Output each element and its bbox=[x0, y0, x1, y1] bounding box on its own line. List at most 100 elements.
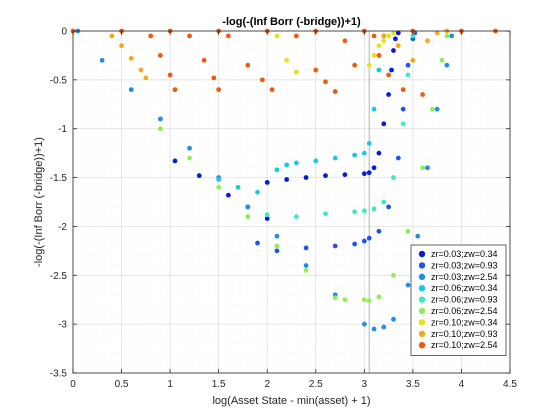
data-point bbox=[362, 297, 367, 302]
data-point bbox=[352, 63, 357, 68]
data-point bbox=[216, 87, 221, 92]
legend-label: zr=0.10;zw=0.93 bbox=[431, 329, 498, 339]
legend-label: zr=0.03;zw=2.54 bbox=[431, 272, 498, 282]
data-point bbox=[284, 177, 289, 182]
data-point bbox=[313, 159, 318, 164]
data-point bbox=[401, 121, 406, 126]
data-point bbox=[406, 229, 411, 234]
data-point bbox=[406, 63, 411, 68]
data-point bbox=[265, 180, 270, 185]
data-point bbox=[139, 68, 144, 73]
y-tick-label: -3.5 bbox=[50, 369, 68, 380]
data-point bbox=[381, 38, 386, 43]
data-point bbox=[367, 63, 372, 68]
data-point bbox=[245, 63, 250, 68]
data-point bbox=[168, 73, 173, 78]
data-point bbox=[391, 48, 396, 53]
legend-label: zr=0.06;zw=0.34 bbox=[431, 283, 498, 293]
data-point bbox=[420, 165, 425, 170]
legend-item: zr=0.03;zw=2.54 bbox=[419, 272, 498, 282]
y-tick-label: -2.5 bbox=[50, 271, 68, 282]
x-tick-label: 2.5 bbox=[309, 379, 323, 390]
data-point bbox=[410, 58, 415, 63]
legend-item: zr=0.03;zw=0.93 bbox=[419, 260, 498, 270]
chart-title: -log(-(Inf Borr (-bridge))+1) bbox=[222, 16, 361, 28]
data-point bbox=[362, 208, 367, 213]
data-point bbox=[430, 107, 435, 112]
data-point bbox=[362, 239, 367, 244]
data-point bbox=[275, 33, 280, 38]
data-point bbox=[362, 151, 367, 156]
data-point bbox=[197, 173, 202, 178]
data-point bbox=[284, 58, 289, 63]
legend-marker bbox=[419, 274, 425, 280]
data-point bbox=[143, 76, 148, 81]
data-point bbox=[109, 33, 114, 38]
data-point bbox=[367, 298, 372, 303]
x-tick-label: 1.5 bbox=[212, 379, 226, 390]
y-tick-label: -2 bbox=[58, 222, 67, 233]
legend-marker bbox=[419, 296, 425, 302]
data-point bbox=[304, 263, 309, 268]
data-point bbox=[381, 200, 386, 205]
y-axis-label: -log(-(Inf Borr (-bridge))+1) bbox=[33, 137, 45, 267]
data-point bbox=[425, 38, 430, 43]
data-point bbox=[386, 92, 391, 97]
data-point bbox=[381, 121, 386, 126]
data-point bbox=[391, 273, 396, 278]
x-tick-label: 2 bbox=[264, 379, 270, 390]
data-point bbox=[173, 87, 178, 92]
legend-marker bbox=[419, 319, 425, 325]
data-point bbox=[294, 33, 299, 38]
data-point bbox=[211, 76, 216, 81]
data-point bbox=[377, 68, 382, 73]
data-point bbox=[129, 87, 134, 92]
data-point bbox=[425, 165, 430, 170]
data-point bbox=[372, 33, 377, 38]
legend-marker bbox=[419, 285, 425, 291]
data-point bbox=[401, 87, 406, 92]
y-tick-label: -1.5 bbox=[50, 173, 68, 184]
data-point bbox=[265, 212, 270, 217]
data-point bbox=[148, 33, 153, 38]
data-point bbox=[216, 177, 221, 182]
data-point bbox=[294, 214, 299, 219]
data-point bbox=[449, 33, 454, 38]
legend-item: zr=0.10;zw=0.93 bbox=[419, 329, 498, 339]
legend-label: zr=0.10;zw=0.34 bbox=[431, 317, 498, 327]
legend-item: zr=0.10;zw=2.54 bbox=[419, 340, 498, 350]
data-point bbox=[284, 162, 289, 167]
x-tick-label: 4.5 bbox=[503, 379, 517, 390]
data-point bbox=[372, 327, 377, 332]
data-point bbox=[245, 214, 250, 219]
data-point bbox=[393, 36, 398, 41]
x-tick-label: 3 bbox=[362, 379, 368, 390]
data-point bbox=[313, 68, 318, 73]
data-point bbox=[377, 53, 382, 58]
data-point bbox=[158, 117, 163, 122]
data-point bbox=[270, 87, 275, 92]
data-point bbox=[386, 33, 391, 38]
data-point bbox=[367, 170, 372, 175]
data-point bbox=[100, 58, 105, 63]
data-point bbox=[294, 70, 299, 75]
data-point bbox=[377, 294, 382, 299]
legend-item: zr=0.06;zw=2.54 bbox=[419, 306, 498, 316]
data-point bbox=[187, 33, 192, 38]
legend-label: zr=0.03;zw=0.34 bbox=[431, 249, 498, 259]
y-tick-label: -0.5 bbox=[50, 75, 68, 86]
data-point bbox=[420, 92, 425, 97]
legend-marker bbox=[419, 342, 425, 348]
data-point bbox=[377, 43, 382, 48]
data-point bbox=[275, 244, 280, 249]
legend-marker bbox=[419, 331, 425, 337]
y-tick-label: 0 bbox=[61, 27, 67, 38]
legend-item: zr=0.06;zw=0.93 bbox=[419, 295, 498, 305]
x-axis-label: log(Asset State - min(asset) + 1) bbox=[212, 395, 370, 407]
legend-item: zr=0.06;zw=0.34 bbox=[419, 283, 498, 293]
legend-item: zr=0.10;zw=0.34 bbox=[419, 317, 498, 327]
data-point bbox=[386, 73, 391, 78]
data-point bbox=[333, 244, 338, 249]
data-point bbox=[333, 295, 338, 300]
